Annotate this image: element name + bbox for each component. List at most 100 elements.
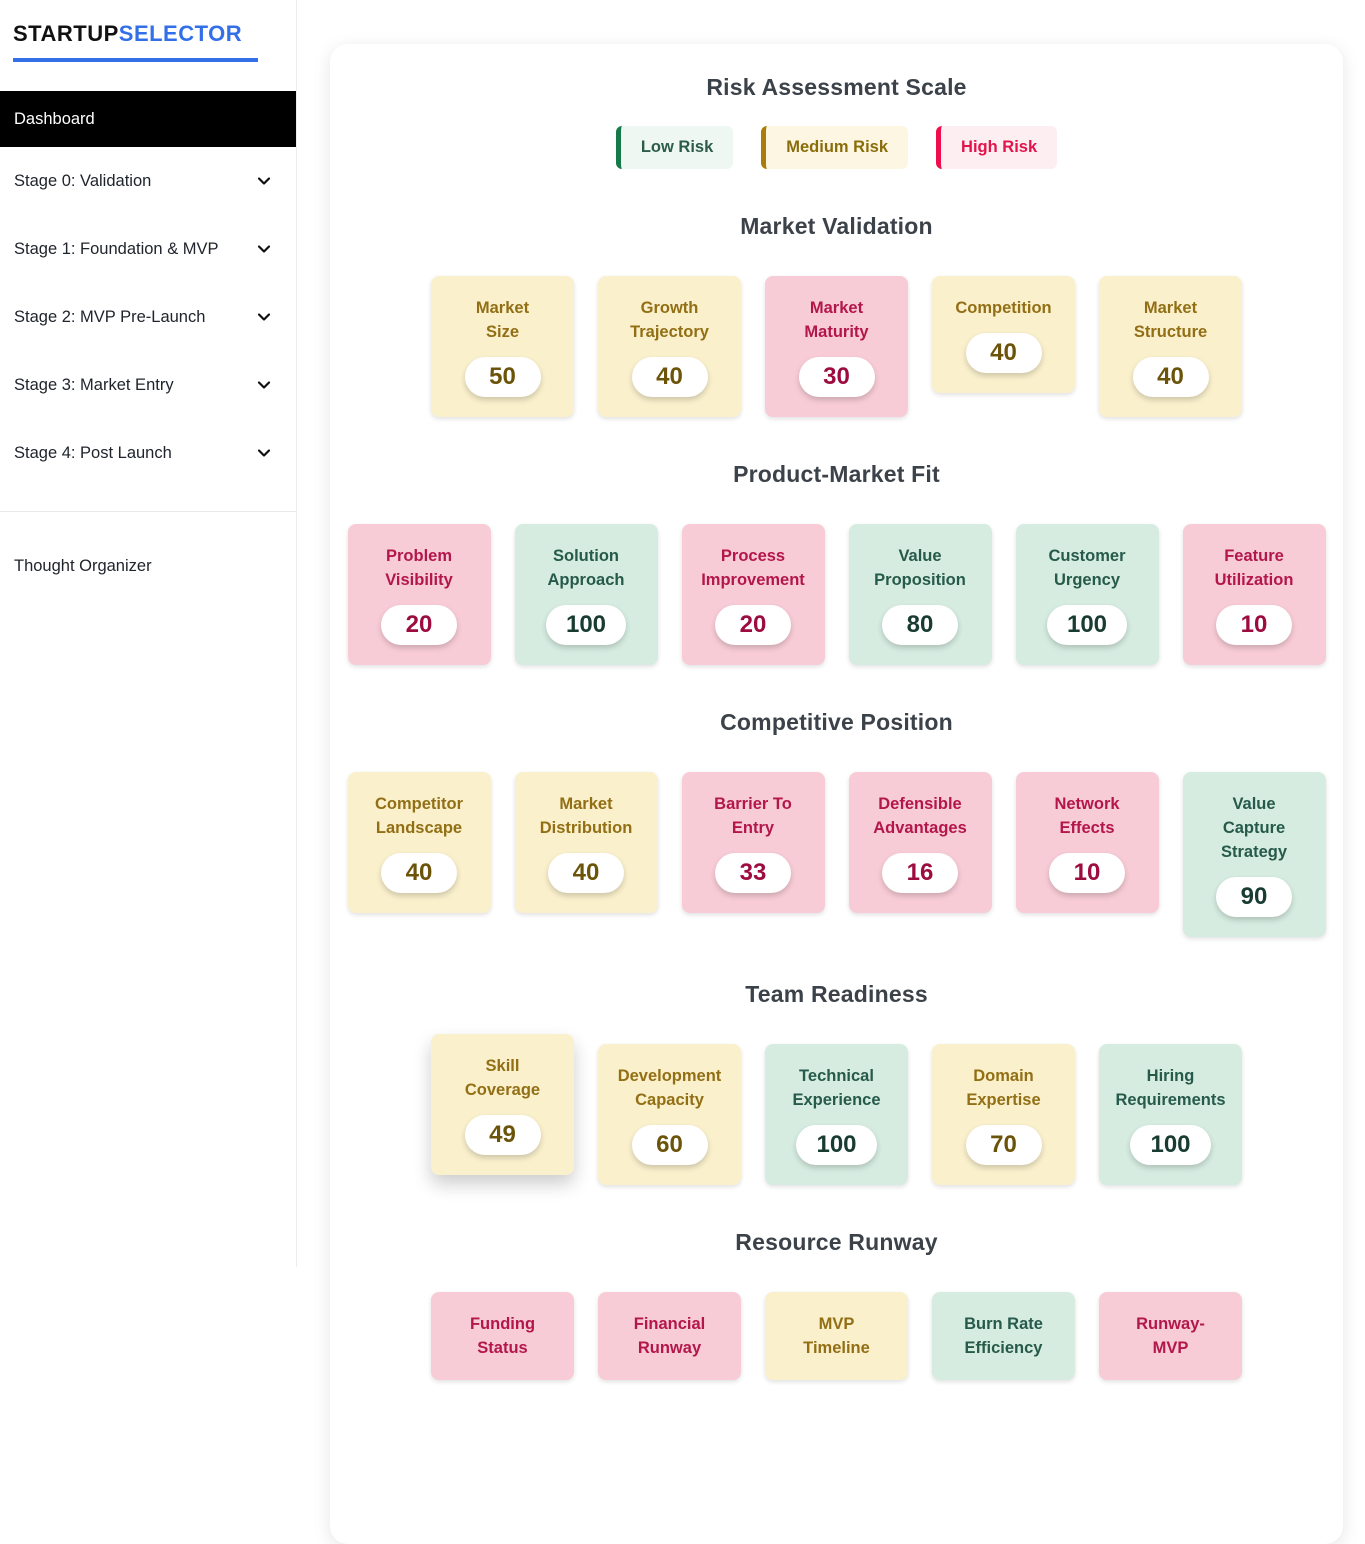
- score-value: 16: [882, 853, 958, 893]
- score-card-label: Solution Approach: [547, 547, 625, 589]
- score-card-market-distribution[interactable]: Market Distribution 40: [514, 772, 658, 913]
- score-card-label: Problem Visibility: [385, 547, 453, 589]
- sidebar-item-stage-2-mvp-pre-launch[interactable]: Stage 2: MVP Pre-Launch: [0, 283, 296, 351]
- sidebar-item-stage-3-market-entry[interactable]: Stage 3: Market Entry: [0, 351, 296, 419]
- score-card-burn-rate-efficiency[interactable]: Burn Rate Efficiency: [932, 1292, 1075, 1380]
- sidebar-item-label: Stage 3: Market Entry: [14, 375, 174, 394]
- score-card-label: Growth Trajectory: [630, 299, 709, 341]
- score-card-label: Burn Rate Efficiency: [964, 1315, 1043, 1357]
- score-card-label: Value Capture Strategy: [1220, 795, 1288, 861]
- score-card-label: Skill Coverage: [464, 1057, 541, 1099]
- score-card-label: Technical Experience: [792, 1067, 881, 1109]
- score-card-label: Feature Utilization: [1214, 547, 1294, 589]
- section-market-validation: Market Validation Market Size 50 Growth Traje…: [330, 213, 1343, 417]
- section-title: Competitive Position: [720, 709, 953, 735]
- sidebar-nav: Stage 0: Validation Stage 1: Foundation &…: [0, 147, 296, 487]
- sidebar-item-stage-4-post-launch[interactable]: Stage 4: Post Launch: [0, 419, 296, 487]
- score-card-label: Runway- MVP: [1136, 1315, 1205, 1357]
- chevron-down-icon: [254, 171, 274, 191]
- score-value: 20: [715, 605, 791, 645]
- chevron-down-icon: [254, 375, 274, 395]
- score-card-value-proposition[interactable]: Value Proposition 80: [848, 524, 992, 665]
- score-card-financial-runway[interactable]: Financial Runway: [598, 1292, 741, 1380]
- score-value: 40: [631, 357, 708, 397]
- chevron-down-icon: [254, 443, 274, 463]
- chevron-down-icon: [254, 239, 274, 259]
- score-value: 40: [381, 853, 457, 893]
- score-card-barrier-to-entry[interactable]: Barrier To Entry 33: [681, 772, 825, 913]
- score-value: 90: [1216, 877, 1292, 917]
- cards-row: Problem Visibility 20 Solution Approach 100 Pr…: [330, 524, 1343, 665]
- score-card-label: Development Capacity: [617, 1067, 722, 1109]
- score-card-label: Value Proposition: [874, 547, 966, 589]
- score-card-technical-experience[interactable]: Technical Experience 100: [765, 1044, 908, 1185]
- score-card-hiring-requirements[interactable]: Hiring Requirements 100: [1099, 1044, 1242, 1185]
- cards-row: Competitor Landscape 40 Market Distribution 4…: [330, 772, 1343, 937]
- score-card-defensible-advantages[interactable]: Defensible Advantages 16: [848, 772, 992, 913]
- score-value: 40: [548, 853, 624, 893]
- score-card-label: Market Size: [475, 299, 530, 341]
- section-title: Product-Market Fit: [733, 461, 940, 487]
- score-card-label: MVP Timeline: [803, 1315, 870, 1357]
- score-card-label: Domain Expertise: [966, 1067, 1041, 1109]
- cards-row: Skill Coverage 49 Development Capacity 60 Tech…: [330, 1034, 1343, 1185]
- score-card-competition[interactable]: Competition 40: [932, 276, 1075, 393]
- section-title: Resource Runway: [735, 1229, 938, 1255]
- score-card-process-improvement[interactable]: Process Improvement 20: [681, 524, 825, 665]
- score-card-mvp-timeline[interactable]: MVP Timeline: [765, 1292, 908, 1380]
- score-value: 20: [381, 605, 457, 645]
- score-value: 50: [464, 357, 541, 397]
- score-value: 100: [545, 605, 627, 645]
- assessment-sections: Market Validation Market Size 50 Growth Traje…: [330, 213, 1343, 1380]
- score-card-label: Network Effects: [1054, 795, 1120, 837]
- score-card-label: Process Improvement: [701, 547, 805, 589]
- sidebar-item-dashboard-label: Dashboard: [14, 109, 95, 128]
- risk-legend: Low Risk Medium Risk High Risk: [330, 126, 1343, 169]
- sidebar-item-thought-organizer-label: Thought Organizer: [14, 556, 152, 575]
- section-resource-runway: Resource Runway Funding Status Financial Run…: [330, 1229, 1343, 1380]
- score-card-market-maturity[interactable]: Market Maturity 30: [765, 276, 908, 417]
- dashboard-panel: Risk Assessment Scale Low Risk Medium Ris…: [330, 44, 1343, 1544]
- risk-scale-title: Risk Assessment Scale: [706, 74, 967, 100]
- score-card-label: Funding Status: [469, 1315, 536, 1357]
- score-card-runway-mvp[interactable]: Runway- MVP: [1099, 1292, 1242, 1380]
- legend-badge-label: Low Risk: [640, 138, 714, 156]
- score-card-feature-utilization[interactable]: Feature Utilization 10: [1182, 524, 1326, 665]
- legend-badge-low-risk: Low Risk: [615, 126, 734, 169]
- score-value: 40: [1132, 357, 1209, 397]
- score-card-label: Market Distribution: [539, 795, 633, 837]
- score-card-problem-visibility[interactable]: Problem Visibility 20: [347, 524, 491, 665]
- score-card-growth-trajectory[interactable]: Growth Trajectory 40: [598, 276, 741, 417]
- sidebar-item-dashboard[interactable]: Dashboard: [0, 91, 296, 147]
- score-card-market-size[interactable]: Market Size 50: [431, 276, 574, 417]
- score-value: 10: [1216, 605, 1292, 645]
- score-card-label: Market Structure: [1133, 299, 1208, 341]
- sidebar-item-stage-0-validation[interactable]: Stage 0: Validation: [0, 147, 296, 215]
- score-card-domain-expertise[interactable]: Domain Expertise 70: [932, 1044, 1075, 1185]
- score-value: 40: [965, 333, 1042, 373]
- legend-badge-medium-risk: Medium Risk: [761, 126, 909, 169]
- score-card-network-effects[interactable]: Network Effects 10: [1015, 772, 1159, 913]
- app-logo: STARTUPSELECTOR: [0, 0, 296, 62]
- section-team-readiness: Team Readiness Skill Coverage 49 Development…: [330, 981, 1343, 1185]
- score-value: 100: [1130, 1125, 1211, 1165]
- sidebar-item-stage-1-foundation-mvp[interactable]: Stage 1: Foundation & MVP: [0, 215, 296, 283]
- score-card-market-structure[interactable]: Market Structure 40: [1099, 276, 1242, 417]
- score-card-value-capture-strategy[interactable]: Value Capture Strategy 90: [1182, 772, 1326, 937]
- sidebar-item-label: Stage 2: MVP Pre-Launch: [14, 307, 206, 326]
- score-card-funding-status[interactable]: Funding Status: [431, 1292, 574, 1380]
- score-card-label: Competitor Landscape: [375, 795, 463, 837]
- score-card-competitor-landscape[interactable]: Competitor Landscape 40: [347, 772, 491, 913]
- score-card-label: Competition: [955, 299, 1052, 317]
- sidebar-item-thought-organizer[interactable]: Thought Organizer: [0, 536, 296, 596]
- score-card-solution-approach[interactable]: Solution Approach 100: [514, 524, 658, 665]
- logo-underline: [13, 58, 258, 62]
- score-card-development-capacity[interactable]: Development Capacity 60: [598, 1044, 741, 1185]
- section-product-market-fit: Product-Market Fit Problem Visibility 20 Sol…: [330, 461, 1343, 665]
- score-card-customer-urgency[interactable]: Customer Urgency 100: [1015, 524, 1159, 665]
- section-title: Market Validation: [740, 213, 933, 239]
- score-value: 30: [798, 357, 875, 397]
- score-card-label: Defensible Advantages: [873, 795, 967, 837]
- section-title: Team Readiness: [745, 981, 928, 1007]
- score-card-skill-coverage[interactable]: Skill Coverage 49: [431, 1034, 574, 1175]
